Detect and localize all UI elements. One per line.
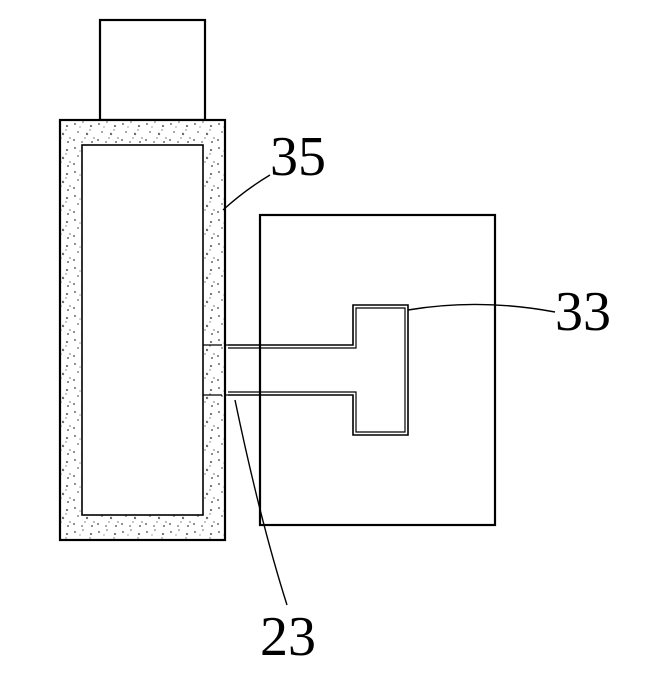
leader-35 <box>223 175 270 210</box>
top-block <box>100 20 205 120</box>
right-block <box>260 215 495 525</box>
label-33: 33 <box>555 281 611 343</box>
label-23: 23 <box>260 606 316 668</box>
speckled-frame-inner <box>82 145 203 515</box>
t-shape-inner <box>228 308 405 432</box>
leader-33 <box>408 304 555 312</box>
label-35: 35 <box>270 126 326 188</box>
t-shape-outer <box>228 305 408 435</box>
